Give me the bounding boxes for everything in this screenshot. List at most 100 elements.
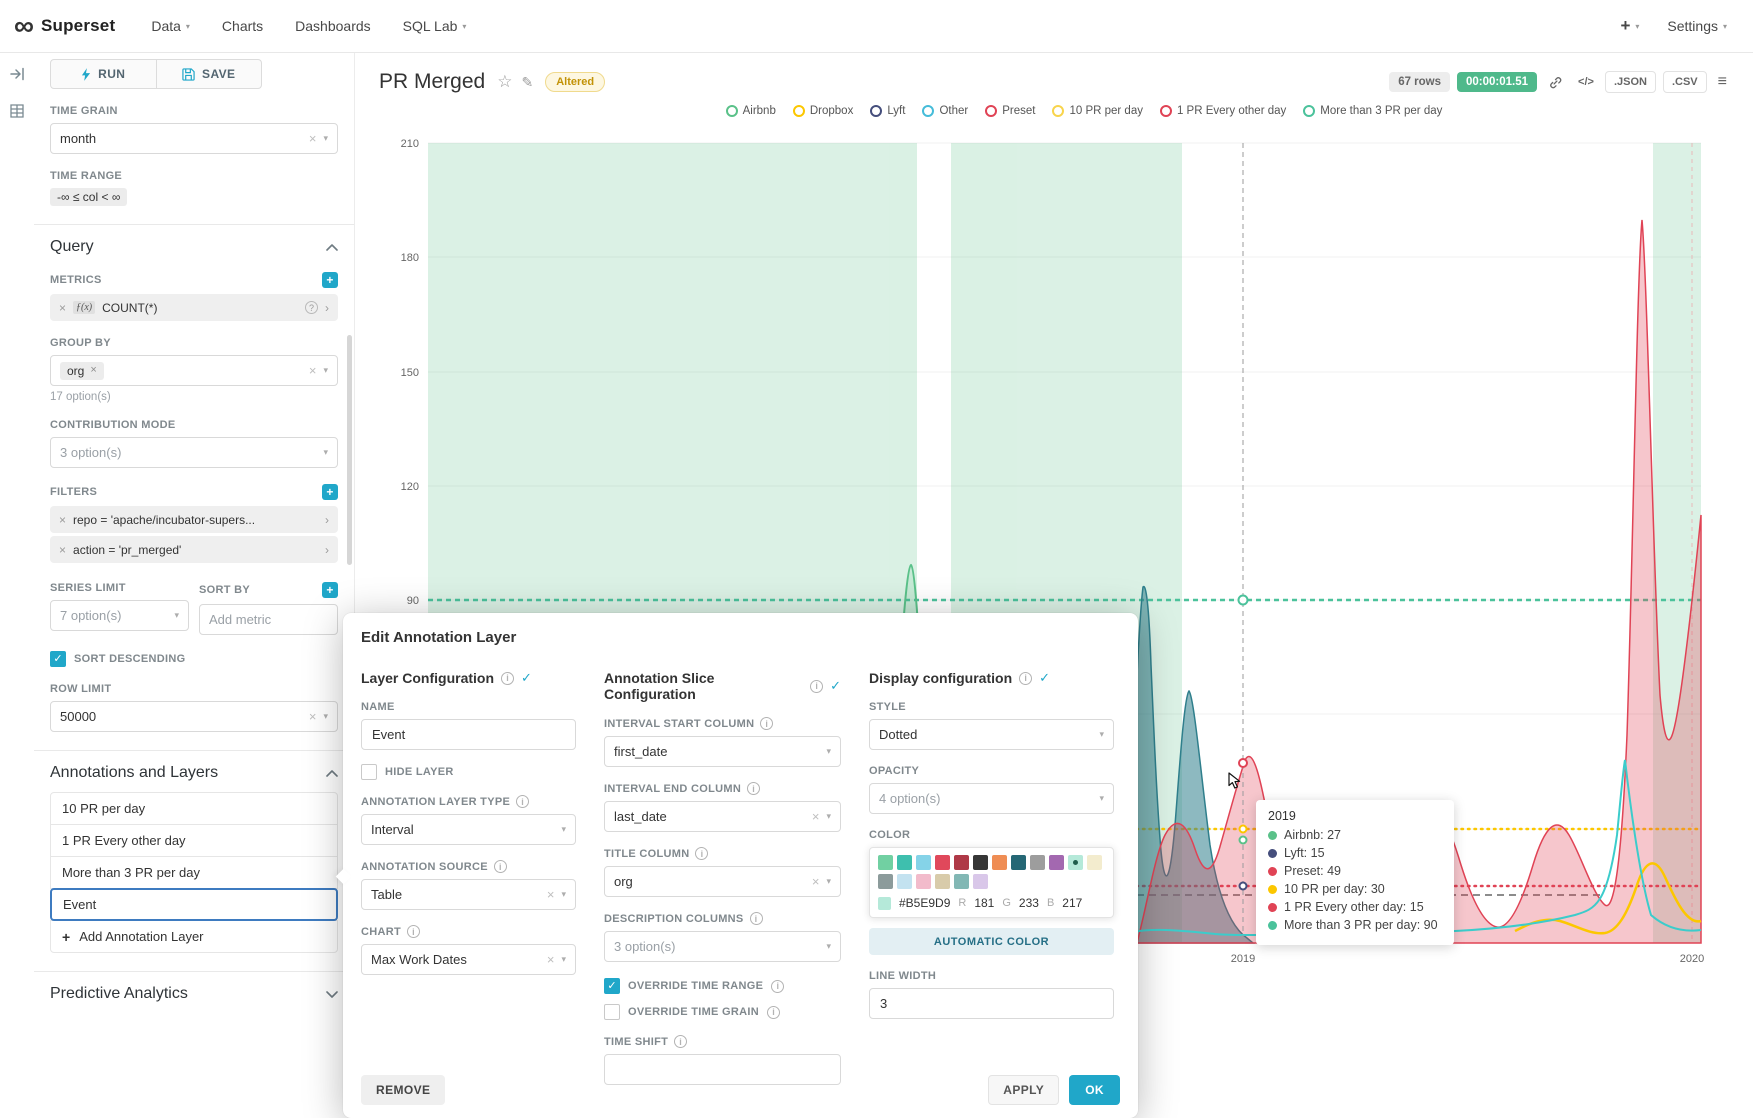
- hex-value[interactable]: #B5E9D9: [899, 896, 951, 910]
- dataset-grid-icon[interactable]: [10, 104, 24, 123]
- hide-layer-checkbox[interactable]: [361, 764, 377, 780]
- legend-item[interactable]: 1 PR Every other day: [1159, 105, 1286, 117]
- legend-item[interactable]: 10 PR per day: [1052, 105, 1143, 117]
- info-icon[interactable]: [1019, 671, 1033, 685]
- edit-title-icon[interactable]: [521, 74, 533, 91]
- info-icon[interactable]: [493, 860, 507, 873]
- filter-chip-repo[interactable]: repo = 'apache/incubator-supers...: [50, 506, 338, 533]
- annotation-layer-item[interactable]: More than 3 PR per day: [50, 856, 338, 889]
- nav-item-sql-lab[interactable]: SQL Lab: [403, 18, 467, 34]
- color-swatch[interactable]: [992, 855, 1007, 870]
- color-swatch[interactable]: [1049, 855, 1064, 870]
- clear-icon[interactable]: [547, 953, 555, 966]
- remove-metric-icon[interactable]: [59, 302, 66, 314]
- info-icon[interactable]: [749, 912, 763, 925]
- info-icon[interactable]: [771, 979, 785, 993]
- share-link-button[interactable]: [1544, 72, 1567, 93]
- info-icon[interactable]: [760, 717, 774, 730]
- new-menu-button[interactable]: +: [1620, 16, 1639, 36]
- chart-menu-button[interactable]: [1714, 70, 1731, 94]
- sort-descending-checkbox[interactable]: [50, 651, 66, 667]
- color-swatch[interactable]: [1011, 855, 1026, 870]
- remove-filter-icon[interactable]: [59, 544, 66, 556]
- superset-logo[interactable]: Superset: [14, 12, 115, 40]
- info-icon[interactable]: [516, 795, 530, 808]
- add-sort-metric-button[interactable]: [322, 582, 338, 598]
- annotation-layer-item-selected[interactable]: Event: [50, 888, 338, 921]
- color-swatch[interactable]: [916, 874, 931, 889]
- time-range-chip[interactable]: -∞ ≤ col < ∞: [50, 188, 128, 206]
- description-columns-select[interactable]: 3 option(s): [604, 931, 841, 962]
- opacity-select[interactable]: 4 option(s): [869, 783, 1114, 814]
- add-metric-button[interactable]: [322, 272, 338, 288]
- info-icon[interactable]: [674, 1035, 688, 1048]
- annotations-section-header[interactable]: Annotations and Layers: [50, 764, 338, 782]
- sort-by-select[interactable]: Add metric: [199, 604, 338, 635]
- legend-item[interactable]: Dropbox: [792, 105, 853, 117]
- automatic-color-button[interactable]: AUTOMATIC COLOR: [869, 928, 1114, 955]
- group-by-select[interactable]: org: [50, 355, 338, 386]
- color-swatch[interactable]: [897, 874, 912, 889]
- annotation-layer-item[interactable]: 10 PR per day: [50, 792, 338, 825]
- clear-icon[interactable]: [547, 888, 555, 901]
- ok-button[interactable]: OK: [1069, 1075, 1120, 1105]
- color-swatch[interactable]: [1030, 855, 1045, 870]
- filter-chip-action[interactable]: action = 'pr_merged': [50, 536, 338, 563]
- group-by-value-chip[interactable]: org: [60, 361, 104, 380]
- color-swatch[interactable]: [954, 874, 969, 889]
- row-limit-select[interactable]: 50000: [50, 701, 338, 732]
- clear-icon[interactable]: [812, 875, 820, 888]
- annotation-layer-type-select[interactable]: Interval: [361, 814, 576, 845]
- clear-icon[interactable]: [309, 132, 317, 145]
- nav-item-dashboards[interactable]: Dashboards: [295, 18, 371, 34]
- favorite-star-icon[interactable]: [497, 72, 512, 92]
- expand-chip-icon[interactable]: [325, 543, 329, 557]
- interval-start-column-select[interactable]: first_date: [604, 736, 841, 767]
- run-button[interactable]: RUN: [51, 60, 156, 88]
- remove-chip-icon[interactable]: [90, 365, 96, 376]
- time-shift-input[interactable]: [604, 1054, 841, 1085]
- annotation-source-select[interactable]: Table: [361, 879, 576, 910]
- clear-icon[interactable]: [309, 364, 317, 377]
- embed-code-button[interactable]: [1574, 73, 1598, 91]
- info-icon[interactable]: [767, 1005, 780, 1019]
- legend-item[interactable]: Airbnb: [725, 105, 776, 117]
- color-swatch-selected[interactable]: [1068, 855, 1083, 870]
- expand-chip-icon[interactable]: [325, 513, 329, 527]
- add-annotation-layer-button[interactable]: Add Annotation Layer: [50, 920, 338, 953]
- clear-icon[interactable]: [812, 810, 820, 823]
- predictive-analytics-section-header[interactable]: Predictive Analytics: [50, 985, 338, 1003]
- color-swatch[interactable]: [1087, 855, 1102, 870]
- b-value[interactable]: 217: [1062, 896, 1083, 910]
- line-width-input[interactable]: [869, 988, 1114, 1019]
- r-value[interactable]: 181: [974, 896, 995, 910]
- legend-item[interactable]: Other: [922, 105, 968, 117]
- clear-icon[interactable]: [309, 710, 317, 723]
- override-time-range-checkbox[interactable]: [604, 978, 620, 994]
- annotation-layer-item[interactable]: 1 PR Every other day: [50, 824, 338, 857]
- expand-chip-icon[interactable]: [325, 301, 329, 315]
- info-icon[interactable]: [747, 782, 761, 795]
- chart-select[interactable]: Max Work Dates: [361, 944, 576, 975]
- remove-button[interactable]: REMOVE: [361, 1075, 446, 1105]
- info-icon[interactable]: [501, 671, 515, 685]
- g-value[interactable]: 233: [1018, 896, 1039, 910]
- query-section-header[interactable]: Query: [50, 238, 338, 256]
- legend-item[interactable]: More than 3 PR per day: [1303, 105, 1442, 117]
- remove-filter-icon[interactable]: [59, 514, 66, 526]
- color-swatch[interactable]: [973, 855, 988, 870]
- info-icon[interactable]: [695, 847, 709, 860]
- panel-scrollbar[interactable]: [347, 335, 352, 565]
- contribution-mode-select[interactable]: 3 option(s): [50, 437, 338, 468]
- export-json-button[interactable]: .JSON: [1604, 71, 1656, 93]
- info-icon[interactable]: [407, 925, 420, 938]
- nav-item-charts[interactable]: Charts: [221, 18, 264, 34]
- time-grain-select[interactable]: month: [50, 123, 338, 154]
- color-swatch[interactable]: [878, 874, 893, 889]
- settings-menu-button[interactable]: Settings: [1667, 18, 1727, 34]
- title-column-select[interactable]: org: [604, 866, 841, 897]
- nav-item-data[interactable]: Data: [151, 18, 190, 34]
- color-swatch[interactable]: [954, 855, 969, 870]
- style-select[interactable]: Dotted: [869, 719, 1114, 750]
- legend-item[interactable]: Lyft: [870, 105, 905, 117]
